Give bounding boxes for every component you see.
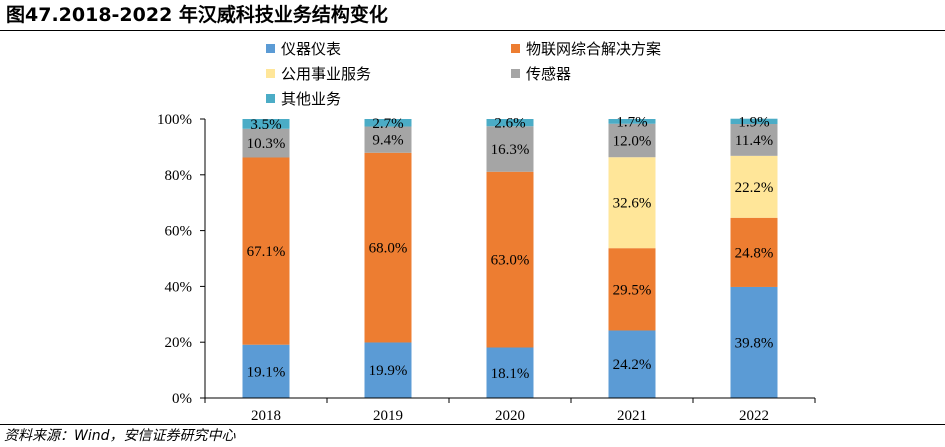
bar-segment xyxy=(486,347,534,398)
y-axis: 0% 20% 40% 60% 80% 100% xyxy=(157,112,206,407)
legend-swatch xyxy=(266,69,275,78)
bar-segment xyxy=(364,126,412,153)
data-label: 63.0% xyxy=(491,253,530,269)
data-label: 19.9% xyxy=(369,363,408,379)
source-divider xyxy=(0,424,945,425)
data-label: 2.7% xyxy=(372,116,403,132)
legend-swatch xyxy=(266,94,275,103)
data-label: 11.4% xyxy=(735,133,773,149)
data-label: 24.8% xyxy=(735,245,774,261)
bar-segment xyxy=(730,124,778,156)
data-label: 12.0% xyxy=(613,133,652,149)
bar-segment xyxy=(486,126,534,172)
data-label: 2.6% xyxy=(494,116,525,132)
bar-segment xyxy=(730,217,778,287)
y-tick-label: 0% xyxy=(172,391,192,407)
bar-segment xyxy=(364,152,412,343)
bar-segment xyxy=(364,119,412,127)
legend-label: 物联网综合解决方案 xyxy=(526,40,661,58)
bar-segment xyxy=(364,342,412,398)
title-divider xyxy=(0,30,945,31)
data-label: 32.6% xyxy=(613,196,652,212)
data-label: 10.3% xyxy=(247,136,286,152)
data-label: 29.5% xyxy=(613,282,652,298)
legend-label: 其他业务 xyxy=(281,90,341,108)
bar-segment xyxy=(242,119,290,129)
x-tick-label: 2022 xyxy=(739,408,769,424)
x-tick-label: 2019 xyxy=(373,408,403,424)
data-label: 67.1% xyxy=(247,244,286,260)
data-label: 24.2% xyxy=(613,357,652,373)
data-label: 1.9% xyxy=(738,114,769,130)
bar-segment xyxy=(730,286,778,398)
bar-segment xyxy=(486,171,534,348)
x-tick-label: 2021 xyxy=(617,408,647,424)
bar-segment xyxy=(730,155,778,218)
y-tick-label: 40% xyxy=(165,279,193,295)
legend-label: 公用事业服务 xyxy=(281,65,371,83)
bars: 19.1% 67.1% 10.3% 3.5% 19.9% 68.0% 9.4%2.7% 18.… xyxy=(242,114,778,398)
legend-label: 仪器仪表 xyxy=(281,40,341,58)
y-tick-label: 20% xyxy=(165,335,193,351)
legend-swatch xyxy=(511,69,520,78)
legend-swatch xyxy=(266,44,275,53)
figure-title: 图47.2018-2022 年汉威科技业务结构变化 xyxy=(6,4,388,26)
x-tick-label: 2020 xyxy=(495,408,525,424)
data-label: 22.2% xyxy=(735,180,774,196)
y-tick-label: 60% xyxy=(165,224,193,240)
source-note: 资料来源：Wind，安信证券研究中心 xyxy=(4,428,236,444)
data-label: 9.4% xyxy=(372,133,403,149)
bar-segment xyxy=(608,123,656,158)
bar-segment xyxy=(608,330,656,398)
bar-segment xyxy=(608,248,656,331)
legend-label: 传感器 xyxy=(526,65,571,83)
bar-segment xyxy=(608,157,656,249)
data-label: 16.3% xyxy=(491,142,530,158)
data-label: 39.8% xyxy=(735,335,774,351)
y-tick-label: 80% xyxy=(165,168,193,184)
bar-segment xyxy=(608,119,656,124)
bar-segment xyxy=(242,128,290,158)
bar-segment xyxy=(730,118,778,125)
data-label: 1.7% xyxy=(616,114,647,130)
x-axis: 2018 2019 2020 2021 2022 xyxy=(204,397,816,424)
x-tick-label: 2018 xyxy=(251,408,281,424)
data-label: 18.1% xyxy=(491,366,530,382)
data-label: 19.1% xyxy=(247,364,286,380)
legend-swatch xyxy=(511,44,520,53)
bar-segment xyxy=(242,157,290,345)
data-label: 68.0% xyxy=(369,241,408,257)
bar-segment xyxy=(242,344,290,398)
y-tick-label: 100% xyxy=(157,112,192,128)
data-label: 3.5% xyxy=(250,117,281,133)
bar-segment xyxy=(486,119,534,127)
